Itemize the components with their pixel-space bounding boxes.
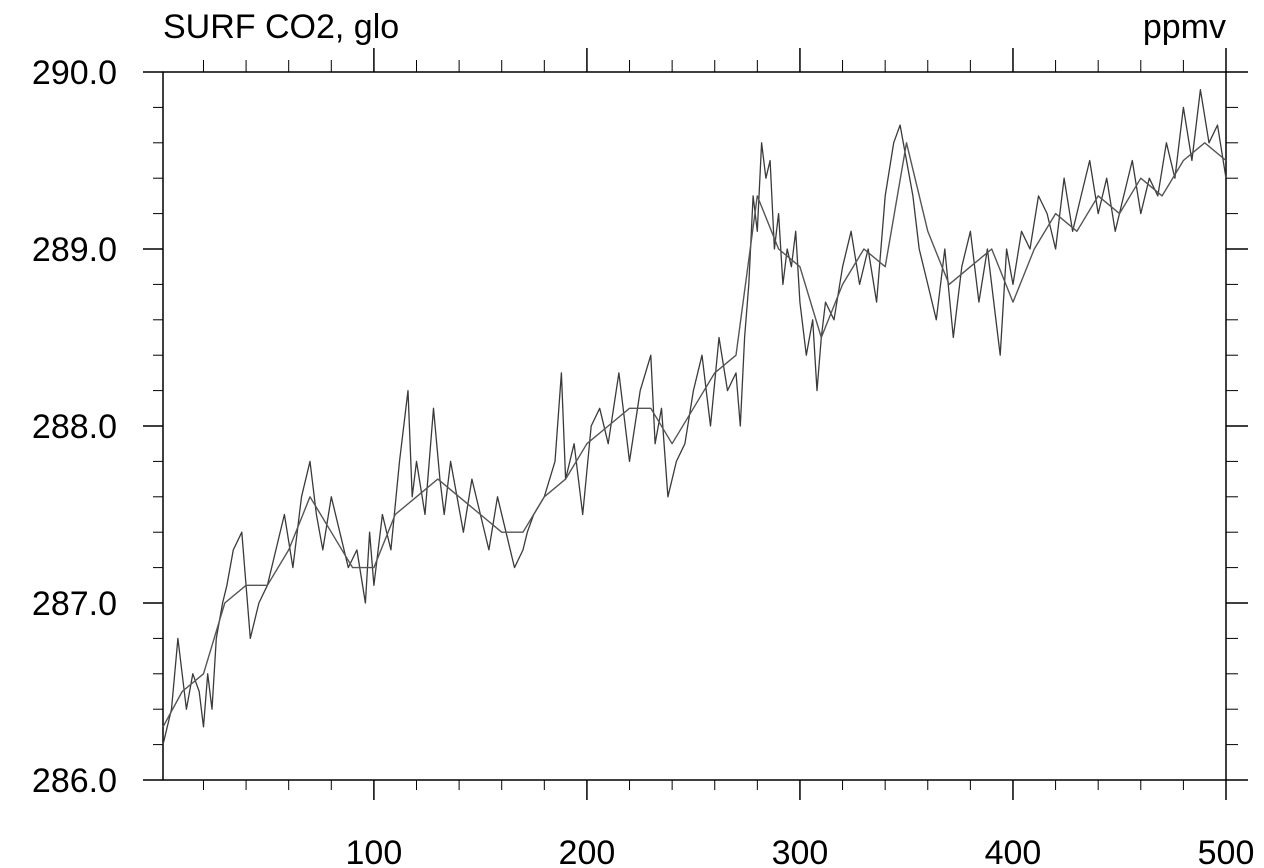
series-line-smooth [162, 142, 1227, 728]
series-line-noisy [162, 89, 1227, 745]
x-tick-label: 300 [772, 834, 829, 868]
plot-frame [162, 71, 1227, 781]
x-tick-label: 500 [1198, 834, 1255, 868]
y-tick-label: 286.0 [32, 762, 117, 800]
y-tick-label: 289.0 [32, 231, 117, 269]
y-tick-label: 287.0 [32, 585, 117, 623]
x-tick-label: 100 [346, 834, 403, 868]
x-tick-label: 200 [559, 834, 616, 868]
x-tick-label: 400 [985, 834, 1042, 868]
chart-title-units: ppmv [1143, 8, 1226, 46]
y-tick-label: 288.0 [32, 408, 117, 446]
chart-title-left: SURF CO2, glo [163, 8, 399, 46]
y-tick-label: 290.0 [32, 54, 117, 92]
